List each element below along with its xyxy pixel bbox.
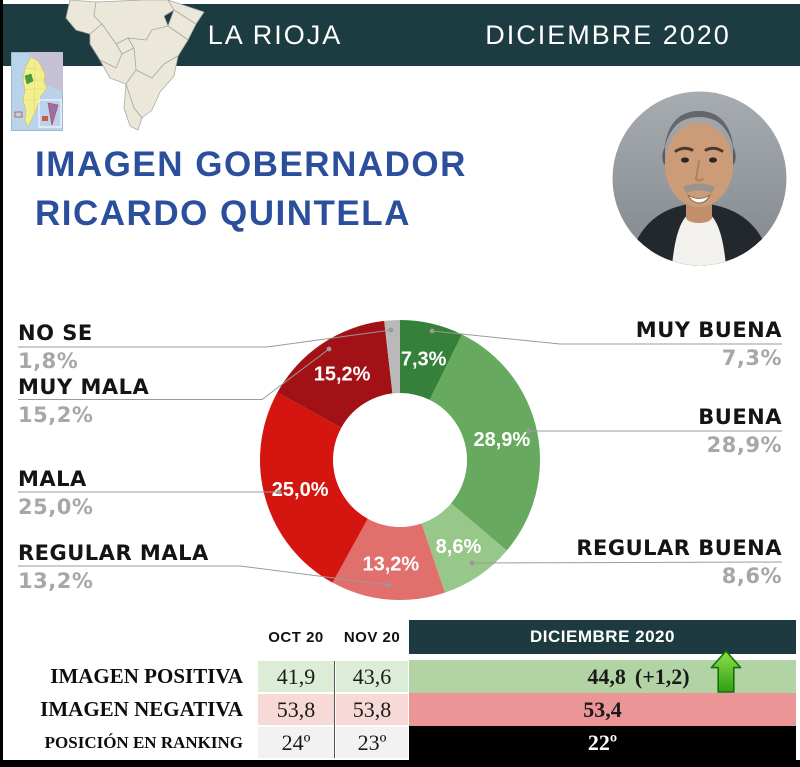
page-title-line1: IMAGEN GOBERNADOR xyxy=(35,145,467,184)
col-header-oct: OCT 20 xyxy=(268,629,324,646)
governor-photo xyxy=(612,91,787,266)
table-column-divider xyxy=(334,661,335,758)
callout-value: 1,8% xyxy=(18,349,79,373)
callout-mala: MALA 25,0% xyxy=(18,466,93,520)
callout-value: 28,9% xyxy=(706,433,782,457)
banner-period-title: DICIEMBRE 2020 xyxy=(485,20,731,50)
donut-segment-regular-mala xyxy=(332,518,445,600)
callout-value: 13,2% xyxy=(18,569,94,593)
positiva-dic-delta: (+1,2) xyxy=(634,663,690,689)
callout-regular-buena: REGULAR BUENA 8,6% xyxy=(576,535,782,589)
col-header-nov: NOV 20 xyxy=(343,629,401,646)
callout-buena: BUENA 28,9% xyxy=(698,404,782,458)
cell-positiva-nov: 43,6 xyxy=(336,661,408,692)
callout-value: 25,0% xyxy=(18,495,94,519)
donut-value-label: 25,0% xyxy=(272,479,329,501)
callout-regular-mala: REGULAR MALA 13,2% xyxy=(18,540,209,594)
page-border-bottom xyxy=(0,760,800,767)
row-label-posicion-ranking: POSICIÓN EN RANKING xyxy=(44,733,243,752)
callout-label: MALA xyxy=(18,467,87,491)
callout-no-se: NO SE 1,8% xyxy=(18,320,93,374)
cell-ranking-nov: 23º xyxy=(336,727,408,758)
cell-negativa-nov: 53,8 xyxy=(336,694,408,725)
row-label-imagen-positiva: IMAGEN POSITIVA xyxy=(50,664,243,688)
callout-label: BUENA xyxy=(698,405,782,429)
callout-label: MUY MALA xyxy=(18,375,150,399)
donut-value-label: 15,2% xyxy=(314,364,371,386)
donut-segment-mala xyxy=(260,392,368,583)
argentina-locator-map xyxy=(11,52,63,131)
callout-muy-buena: MUY BUENA 7,3% xyxy=(636,317,782,371)
page-border-left xyxy=(0,0,3,767)
green-up-arrow-icon xyxy=(710,650,742,693)
callout-value: 15,2% xyxy=(18,403,94,427)
callout-muy-mala: MUY MALA 15,2% xyxy=(18,374,149,428)
callout-value: 8,6% xyxy=(721,564,782,588)
callout-dots xyxy=(276,327,532,588)
la-rioja-highlight xyxy=(24,73,34,85)
callout-value: 7,3% xyxy=(721,346,782,370)
donut-segment-muy-mala xyxy=(277,320,393,428)
donut-value-label: 7,3% xyxy=(401,349,447,371)
page-title: IMAGEN GOBERNADOR RICARDO QUINTELA xyxy=(35,140,467,238)
row-label-imagen-negativa: IMAGEN NEGATIVA xyxy=(40,697,243,721)
positiva-dic-value: 44,8 xyxy=(587,663,626,689)
donut-value-label: 8,6% xyxy=(436,536,482,558)
donut-segment-regular-buena xyxy=(421,503,507,593)
donut-segments: 7,3% 28,9% 8,6% 13,2% 25,0% 15,2% xyxy=(260,320,540,600)
cell-ranking-dic: 22º xyxy=(409,726,796,760)
donut-segment-muy-buena xyxy=(400,320,462,400)
cell-positiva-oct: 41,9 xyxy=(258,661,334,692)
banner-region-title: LA RIOJA xyxy=(207,20,343,50)
callout-leader-lines xyxy=(18,329,783,586)
donut-segment-buena xyxy=(429,334,540,551)
callout-label: REGULAR MALA xyxy=(18,541,209,565)
page-title-line2: RICARDO QUINTELA xyxy=(35,194,411,233)
cell-positiva-dic: 44,8 (+1,2) xyxy=(409,650,796,693)
donut-value-label: 13,2% xyxy=(363,554,420,576)
callout-label: REGULAR BUENA xyxy=(576,536,782,560)
cell-ranking-oct: 24º xyxy=(258,727,334,758)
col-header-diciembre: DICIEMBRE 2020 xyxy=(409,620,796,654)
callout-label: NO SE xyxy=(18,321,93,345)
donut-segment-no-se xyxy=(384,320,400,394)
region-map xyxy=(65,0,205,131)
donut-value-label: 28,9% xyxy=(473,429,530,451)
callout-label: MUY BUENA xyxy=(635,318,782,342)
cell-negativa-oct: 53,8 xyxy=(258,694,334,725)
cell-negativa-dic: 53,4 xyxy=(409,693,796,726)
